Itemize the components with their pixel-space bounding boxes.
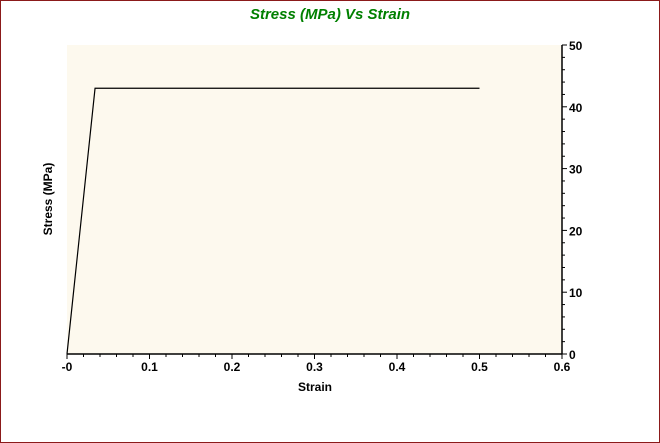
y-tick-label: 10 (569, 286, 583, 300)
x-tick-label: 0.4 (389, 360, 406, 374)
x-tick-label: -0 (62, 360, 73, 374)
x-tick-label: 0.3 (306, 360, 323, 374)
y-tick-label: 20 (569, 224, 583, 238)
y-axis-label: Stress (MPa) (41, 163, 55, 236)
y-tick-label: 0 (569, 348, 576, 362)
x-tick-label: 0.5 (471, 360, 488, 374)
y-tick-label: 50 (569, 39, 583, 53)
x-axis-label: Strain (298, 380, 332, 394)
chart-title: Stress (MPa) Vs Strain (249, 6, 411, 23)
y-tick-label: 40 (569, 101, 583, 115)
stress-strain-line (66, 87, 480, 355)
plot-area (67, 45, 562, 354)
y-tick-label: 30 (569, 163, 583, 177)
x-tick-label: 0.1 (141, 360, 158, 374)
x-tick-label: 0.6 (554, 360, 571, 374)
x-tick-label: 0.2 (224, 360, 241, 374)
